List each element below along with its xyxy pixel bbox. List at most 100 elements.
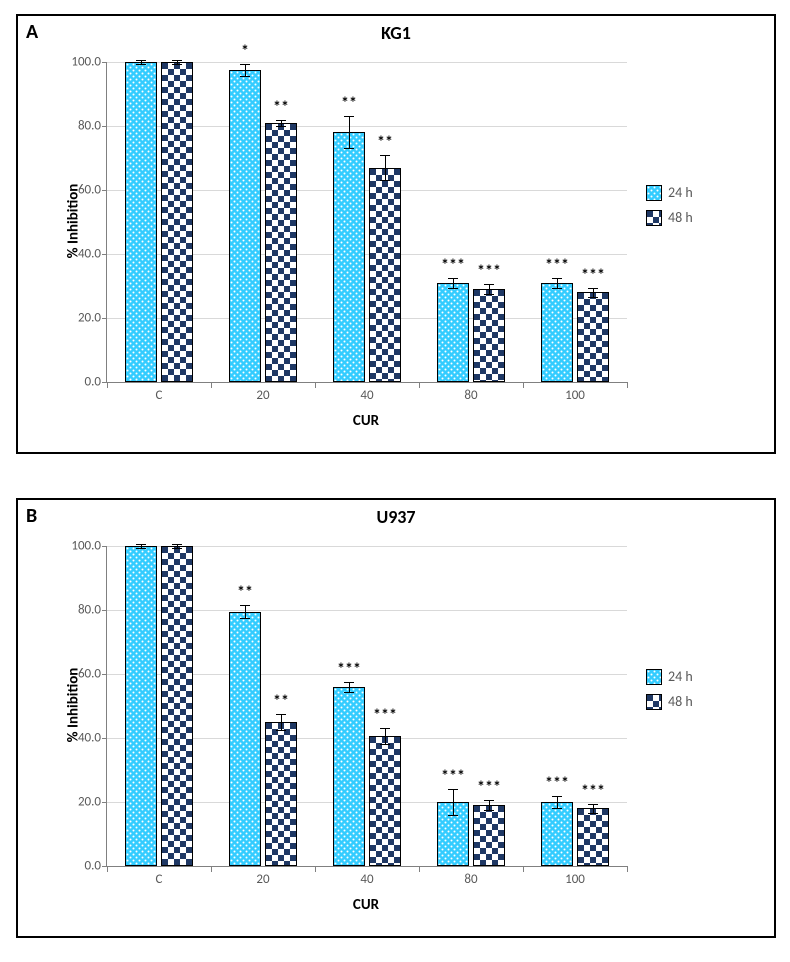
error-bar (349, 116, 350, 148)
error-cap (380, 744, 390, 745)
panel-A: AKG10.020.040.060.080.0100.0C20***40****… (16, 14, 776, 454)
x-tick-mark (523, 382, 524, 388)
error-cap (484, 284, 494, 285)
bar (437, 283, 469, 382)
error-cap (484, 810, 494, 811)
category-group: 40**** (315, 62, 419, 382)
x-tick-label: 40 (360, 872, 373, 887)
x-tick-mark (107, 866, 108, 872)
error-bar (453, 278, 454, 288)
error-cap (588, 813, 598, 814)
y-axis-title: % Inhibition (64, 668, 82, 743)
legend-item: 24 h (646, 668, 693, 685)
category-group: C (107, 546, 211, 866)
significance-label: ** (237, 585, 253, 601)
legend-label: 24 h (668, 184, 693, 201)
error-cap (344, 148, 354, 149)
error-bar (281, 714, 282, 730)
x-tick-label: C (156, 388, 163, 403)
bar (369, 168, 401, 382)
error-cap (588, 297, 598, 298)
error-bar (385, 728, 386, 744)
error-cap (240, 605, 250, 606)
bar (161, 62, 193, 382)
error-cap (448, 278, 458, 279)
significance-label: *** (477, 264, 501, 280)
bar (333, 687, 365, 866)
error-bar (489, 284, 490, 294)
category-group: 20*** (211, 62, 315, 382)
x-tick-mark (107, 382, 108, 388)
significance-label: ** (377, 135, 393, 151)
x-tick-label: 40 (360, 388, 373, 403)
error-cap (276, 120, 286, 121)
error-bar (349, 682, 350, 692)
error-bar (557, 278, 558, 288)
error-cap (448, 789, 458, 790)
legend-label: 48 h (668, 209, 693, 226)
error-cap (240, 618, 250, 619)
x-axis-title: CUR (106, 896, 626, 914)
error-cap (172, 60, 182, 61)
error-cap (552, 796, 562, 797)
significance-label: *** (545, 258, 569, 274)
x-axis-title: CUR (106, 412, 626, 430)
bar (541, 283, 573, 382)
error-cap (240, 64, 250, 65)
error-cap (484, 294, 494, 295)
x-tick-label: 80 (464, 388, 477, 403)
x-tick-mark (523, 866, 524, 872)
x-tick-label: C (156, 872, 163, 887)
x-tick-label: 80 (464, 872, 477, 887)
bar (369, 736, 401, 866)
error-cap (380, 180, 390, 181)
error-cap (448, 815, 458, 816)
legend-item: 48 h (646, 693, 693, 710)
x-tick-label: 100 (565, 872, 585, 887)
legend-swatch (646, 694, 662, 710)
x-tick-label: 20 (256, 388, 269, 403)
category-group: 100****** (523, 62, 627, 382)
bar (265, 123, 297, 382)
bar (473, 805, 505, 866)
error-bar (557, 796, 558, 809)
category-group: C (107, 62, 211, 382)
error-cap (380, 155, 390, 156)
error-cap (276, 126, 286, 127)
x-tick-mark (211, 382, 212, 388)
significance-label: ** (273, 100, 289, 116)
category-group: 80****** (419, 62, 523, 382)
x-tick-mark (419, 866, 420, 872)
significance-label: *** (545, 776, 569, 792)
error-cap (344, 682, 354, 683)
legend-item: 24 h (646, 184, 693, 201)
error-cap (136, 548, 146, 549)
error-bar (245, 605, 246, 618)
significance-label: *** (373, 708, 397, 724)
significance-label: *** (441, 769, 465, 785)
error-cap (344, 692, 354, 693)
bar (577, 292, 609, 382)
significance-label: *** (337, 662, 361, 678)
plot-area: 0.020.040.060.080.0100.0C20****40******8… (106, 546, 627, 867)
significance-label: *** (441, 258, 465, 274)
x-tick-mark (627, 382, 628, 388)
error-cap (588, 288, 598, 289)
legend-swatch (646, 210, 662, 226)
legend-swatch (646, 185, 662, 201)
legend: 24 h 48 h (646, 184, 693, 234)
error-bar (245, 64, 246, 77)
error-cap (484, 800, 494, 801)
bar (125, 62, 157, 382)
error-cap (380, 728, 390, 729)
error-cap (276, 714, 286, 715)
bar (541, 802, 573, 866)
bar (333, 132, 365, 382)
error-cap (172, 544, 182, 545)
error-cap (552, 288, 562, 289)
category-group: 40****** (315, 546, 419, 866)
x-tick-mark (315, 382, 316, 388)
bar (577, 808, 609, 866)
bar (125, 546, 157, 866)
x-tick-mark (419, 382, 420, 388)
